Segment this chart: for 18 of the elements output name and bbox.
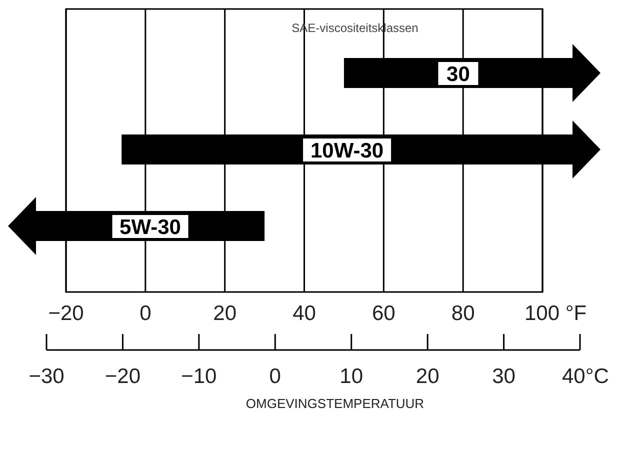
x-axis-title: OMGEVINGSTEMPERATUUR <box>246 396 424 411</box>
x2-tick-label: 20 <box>416 365 440 388</box>
y-tick-label: 10W-30 <box>310 140 384 162</box>
x2-tick-label: −20 <box>104 365 141 388</box>
x-tick-label: −20 <box>48 302 84 325</box>
x2-tick-label: 0 <box>269 365 281 388</box>
x-tick-label: 80 <box>451 302 475 325</box>
x2-tick-label: −10 <box>181 365 217 388</box>
x-tick-label: 40 <box>292 302 316 325</box>
x-tick-label: 100 °F <box>524 302 587 325</box>
x2-tick-label: 30 <box>492 365 516 388</box>
x-tick-label: 60 <box>372 302 396 325</box>
x-tick-label: 20 <box>213 302 237 325</box>
x-tick-label: 0 <box>140 302 152 325</box>
x2-tick-label: 40°C <box>562 365 609 388</box>
x2-tick-label: 10 <box>340 365 364 388</box>
x2-tick-label: −30 <box>28 365 64 388</box>
y-tick-label: 5W-30 <box>120 216 181 239</box>
